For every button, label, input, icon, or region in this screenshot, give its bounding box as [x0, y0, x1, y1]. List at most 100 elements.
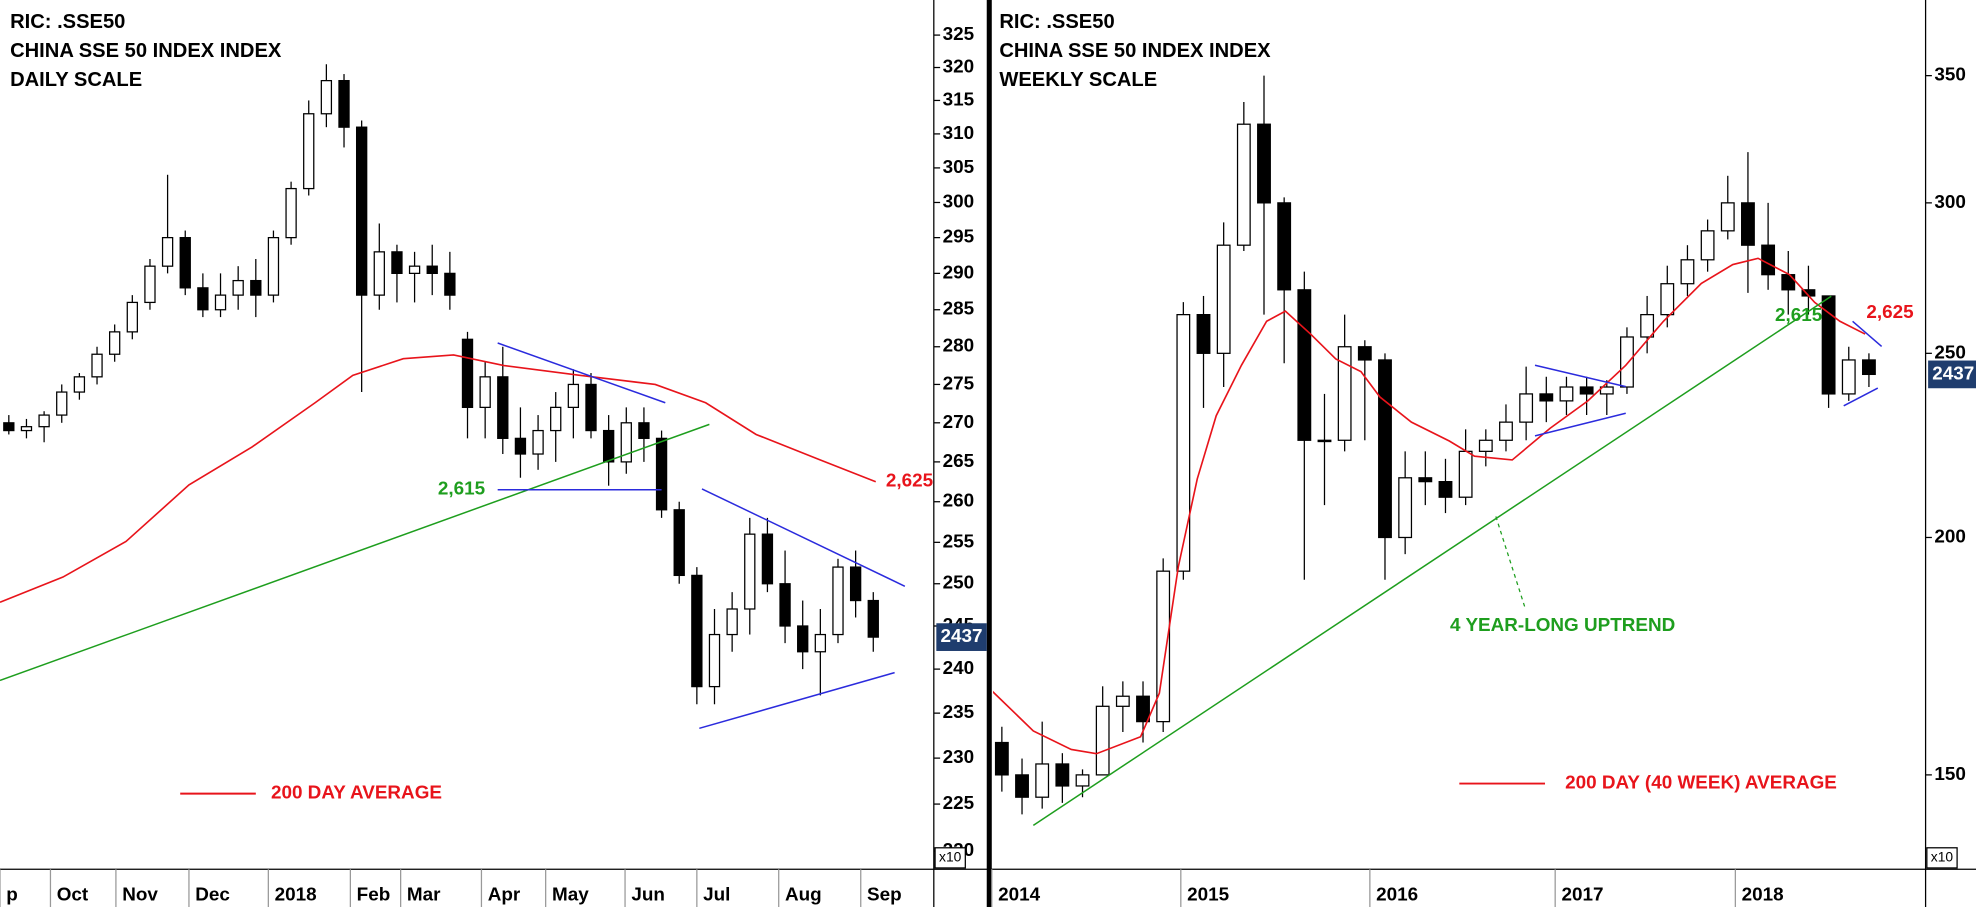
- candle-body: [1478, 439, 1493, 452]
- chart-title: CHINA SSE 50 INDEX INDEX: [999, 40, 1271, 62]
- annotation-pointer: [1495, 516, 1526, 608]
- candle-body: [867, 599, 879, 638]
- candle-body: [214, 294, 227, 311]
- moving-average-line: [0, 354, 877, 603]
- x-tick-label: Jul: [703, 885, 730, 906]
- candle-body: [1680, 259, 1695, 285]
- candle-body: [338, 79, 350, 128]
- last-price-tag: [1928, 360, 1976, 389]
- candle-body: [408, 265, 421, 275]
- candle-body: [1438, 481, 1453, 498]
- candle-body: [726, 608, 738, 636]
- y-tick-label: 250: [1934, 342, 1966, 363]
- y-tick-label: 255: [943, 531, 975, 552]
- candle-body: [567, 383, 580, 409]
- y-tick-label: 315: [943, 89, 975, 110]
- candle-body: [1781, 274, 1796, 291]
- candle-body: [73, 376, 86, 393]
- chart-ric: RIC: .SSE50: [10, 11, 125, 33]
- x-tick-label: 2015: [1187, 885, 1229, 906]
- candle-body: [144, 265, 156, 304]
- candle-body: [673, 509, 685, 577]
- candle-body: [461, 338, 474, 409]
- trendline: [1843, 387, 1879, 407]
- x-tick-label: May: [552, 885, 589, 906]
- candle-body: [1821, 295, 1836, 395]
- candle-body: [1700, 230, 1715, 261]
- x-tick-label: 2018: [275, 885, 317, 906]
- y-tick-label: 235: [943, 702, 975, 723]
- y-tick-label: 285: [943, 299, 975, 320]
- chart-subtitle: WEEKLY SCALE: [999, 69, 1157, 91]
- candle-body: [994, 741, 1009, 776]
- plot-area: [993, 75, 1883, 826]
- y-tick-label: 320: [943, 57, 975, 78]
- x-tick-label: p: [6, 885, 18, 906]
- y-tick-label: 250: [943, 573, 975, 594]
- candle-body: [655, 437, 668, 511]
- candle-body: [1378, 359, 1392, 539]
- candle-body: [1035, 763, 1050, 798]
- candle-body: [744, 533, 756, 610]
- annotation: 2,615: [1775, 305, 1822, 326]
- candle-body: [1499, 421, 1513, 441]
- candle-body: [691, 574, 703, 688]
- candle-body: [1559, 386, 1574, 402]
- y-tick-label: 350: [1934, 65, 1966, 86]
- candle-body: [1075, 774, 1090, 787]
- candle-body: [1579, 386, 1594, 395]
- trendline: [0, 423, 710, 682]
- chart-title: CHINA SSE 50 INDEX INDEX: [10, 40, 282, 62]
- x-tick-label: Dec: [195, 885, 230, 906]
- x-tick-label: Jun: [631, 885, 665, 906]
- candle-body: [1519, 393, 1534, 423]
- candle-body: [91, 353, 103, 378]
- candle-body: [1196, 314, 1211, 354]
- y-tick-label: 240: [943, 658, 975, 679]
- axis-unit: x10: [1931, 849, 1954, 865]
- candle-body: [56, 391, 68, 416]
- annotation: 2,625: [1866, 302, 1913, 323]
- x-tick-label: 2014: [998, 885, 1041, 906]
- candle-body: [602, 429, 615, 463]
- candle-body: [355, 126, 368, 296]
- candle-body: [444, 272, 456, 296]
- candle-body: [1115, 695, 1130, 707]
- x-tick-label: 2017: [1561, 885, 1603, 906]
- candle-body: [179, 236, 191, 289]
- candle-body: [620, 422, 632, 463]
- candle-body: [1640, 314, 1655, 338]
- annotation: 4 YEAR-LONG UPTREND: [1450, 615, 1675, 636]
- trendline: [1534, 412, 1626, 437]
- candle-body: [426, 265, 438, 275]
- candle-body: [109, 331, 121, 355]
- x-tick-label: Aug: [785, 885, 822, 906]
- plot-area: [0, 64, 906, 730]
- y-tick-label: 280: [943, 336, 975, 357]
- candle-body: [708, 633, 721, 688]
- candle-body: [126, 301, 138, 333]
- last-price-tag: [936, 623, 987, 651]
- candle-body: [1257, 123, 1271, 204]
- candle-body: [303, 113, 315, 190]
- candle-body: [1398, 477, 1413, 539]
- candle-body: [161, 236, 174, 267]
- moving-average-line: [993, 257, 1866, 755]
- y-tick-label: 275: [943, 373, 975, 394]
- candle-body: [1761, 244, 1776, 276]
- trendline: [699, 671, 895, 730]
- y-tick-label: 260: [943, 491, 975, 512]
- candle-body: [832, 566, 844, 636]
- y-tick-label: 200: [1934, 526, 1966, 547]
- candle-body: [550, 406, 562, 432]
- candle-body: [1458, 450, 1473, 498]
- candle-body: [1015, 774, 1029, 798]
- axis-unit-box: [934, 847, 966, 869]
- candle-body: [1741, 202, 1755, 246]
- candle-body: [1660, 283, 1675, 316]
- x-tick-label: Sep: [867, 885, 902, 906]
- annotation: 2,615: [438, 479, 485, 500]
- candle-body: [1156, 570, 1171, 723]
- y-tick-label: 305: [943, 157, 975, 178]
- x-tick-label: Feb: [357, 885, 391, 906]
